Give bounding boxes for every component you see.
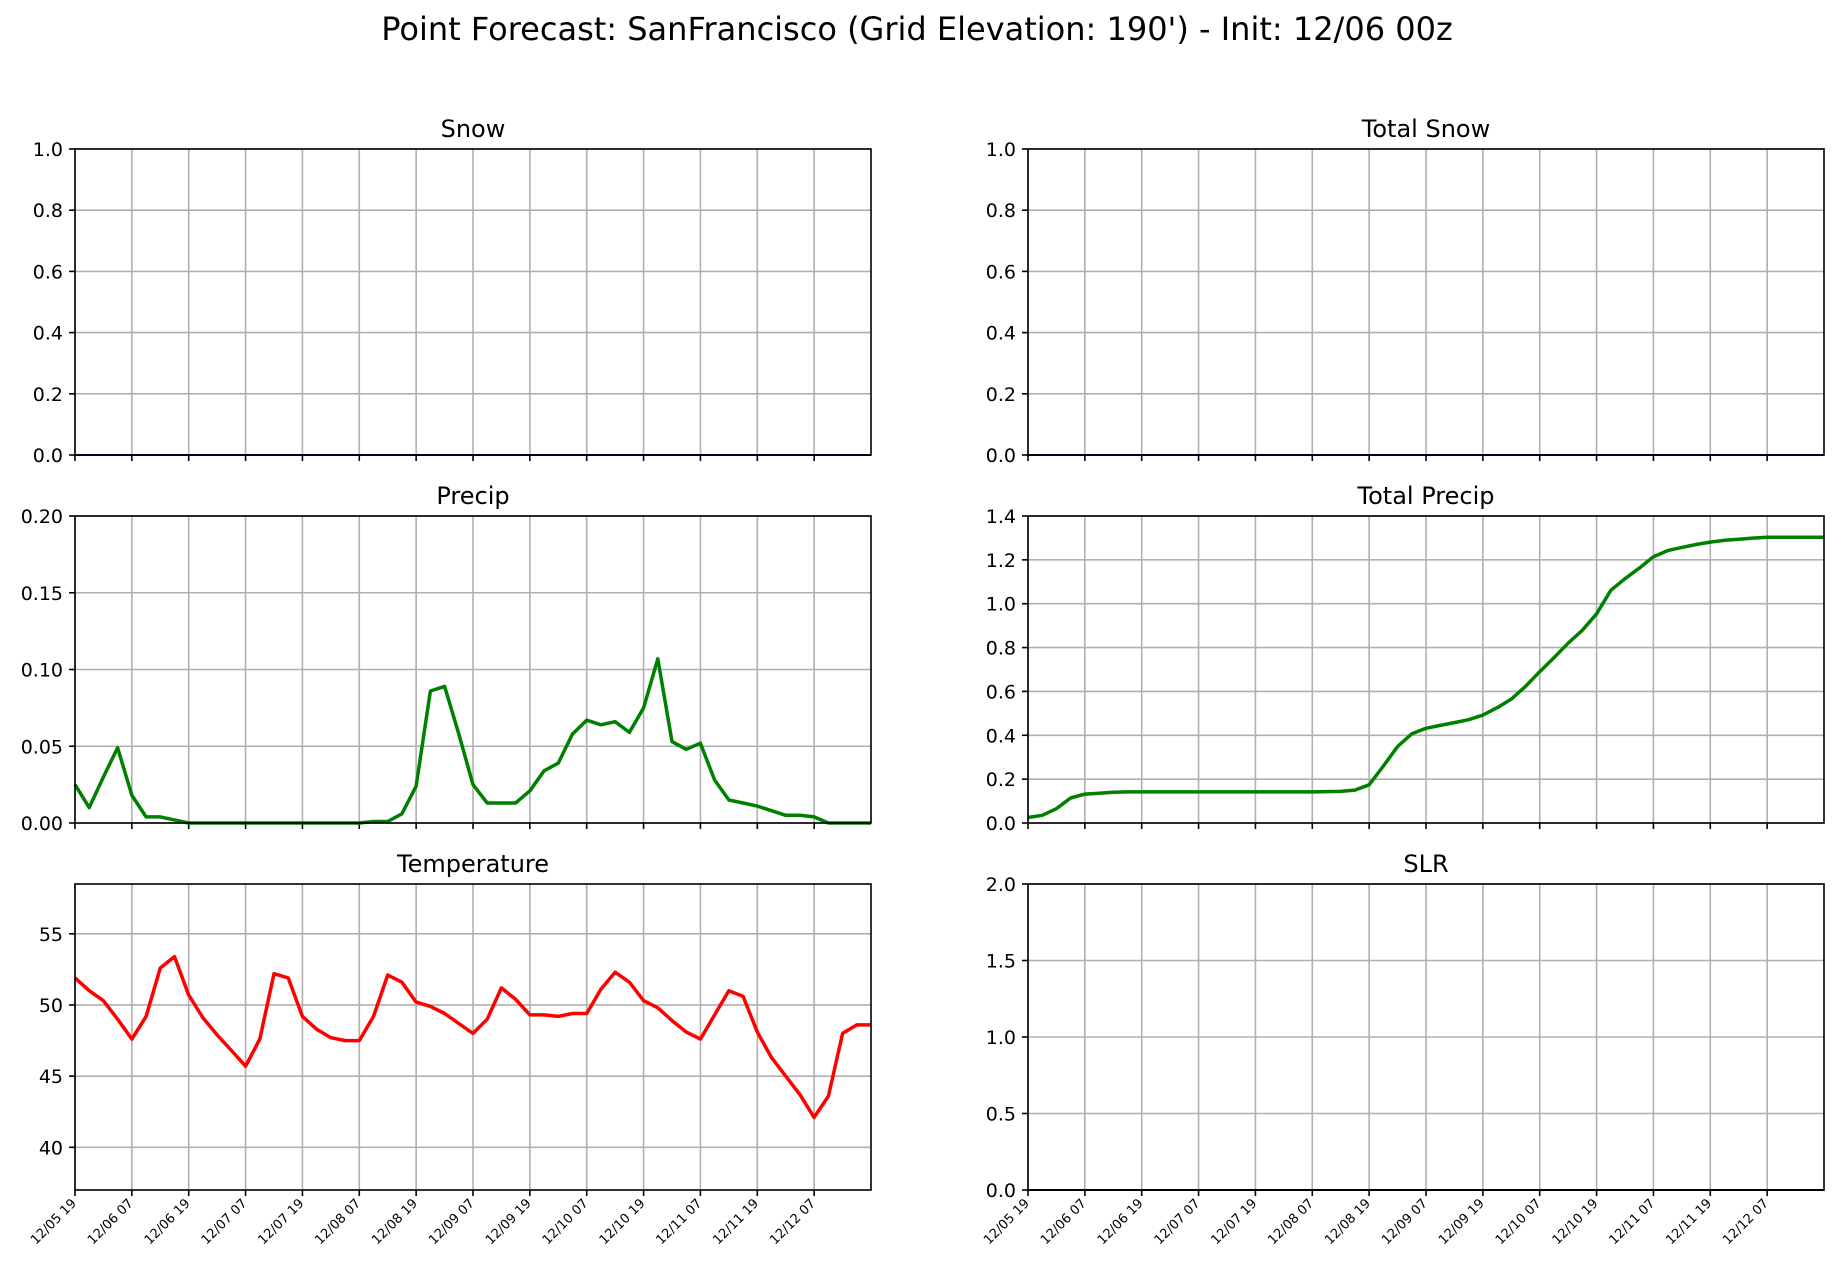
snow-ytick-label: 0.8	[33, 200, 63, 222]
temperature-xtick-label: 12/11 19	[710, 1196, 762, 1248]
slr-xtick-label: 12/11 07	[1607, 1196, 1659, 1248]
temperature-xtick-label: 12/09 07	[426, 1196, 478, 1248]
slr-ytick-label: 0.0	[986, 1180, 1016, 1202]
figure-suptitle: Point Forecast: SanFrancisco (Grid Eleva…	[381, 10, 1452, 48]
total-precip-series-line	[1027, 535, 1824, 820]
snow-ytick-label: 0.4	[33, 323, 63, 345]
temperature-xtick-label: 12/06 07	[85, 1196, 137, 1248]
temperature-xtick-label: 12/12 07	[767, 1196, 819, 1248]
precip-axes-frame	[74, 515, 872, 824]
slr-xtick-label: 12/06 07	[1038, 1196, 1090, 1248]
temperature-ytick-label: 55	[39, 924, 63, 946]
slr-ytick-label: 2.0	[986, 874, 1016, 896]
snow-axes-frame	[74, 148, 872, 456]
slr-xtick-label: 12/09 07	[1379, 1196, 1431, 1248]
total-precip-title: Total Precip	[1357, 482, 1495, 510]
snow-ytick-label: 0.2	[33, 384, 63, 406]
slr-xtick-label: 12/07 19	[1209, 1196, 1261, 1248]
total-snow-ytick-label: 0.4	[986, 323, 1016, 345]
temperature-xtick-label: 12/11 07	[654, 1196, 706, 1248]
temperature-ytick-label: 50	[39, 995, 63, 1017]
total-precip-ytick-label: 0.8	[986, 638, 1016, 660]
slr-axes-frame	[1027, 883, 1825, 1191]
total-precip-panel: 0.0 0.2 0.4 0.6 0.8 1.0 1.2 1.4 Total Precip	[986, 482, 1825, 835]
slr-xtick-label: 12/08 19	[1322, 1196, 1374, 1248]
slr-xtick-label: 12/09 19	[1436, 1196, 1488, 1248]
precip-ytick-label: 0.05	[21, 736, 63, 758]
slr-xtick-label: 12/10 19	[1550, 1196, 1602, 1248]
total-snow-ytick-label: 0.6	[986, 261, 1016, 283]
temperature-xtick-label: 12/10 19	[597, 1196, 649, 1248]
precip-ytick-label: 0.00	[21, 813, 63, 835]
total-precip-axes-frame	[1027, 515, 1825, 824]
total-precip-ytick-label: 0.2	[986, 769, 1016, 791]
precip-ytick-label: 0.15	[21, 583, 63, 605]
temperature-xtick-label: 12/05 19	[28, 1196, 80, 1248]
temperature-xtick-label: 12/08 19	[369, 1196, 421, 1248]
total-precip-ytick-label: 1.0	[986, 594, 1016, 616]
temperature-xtick-label: 12/10 07	[540, 1196, 592, 1248]
slr-title: SLR	[1403, 850, 1448, 878]
slr-xtick-label: 12/12 07	[1720, 1196, 1772, 1248]
precip-ytick-label: 0.10	[21, 660, 63, 682]
temperature-xtick-label: 12/07 07	[199, 1196, 251, 1248]
total-snow-axes-frame	[1027, 148, 1825, 456]
total-snow-ytick-label: 0.8	[986, 200, 1016, 222]
total-snow-panel: 0.0 0.2 0.4 0.6 0.8 1.0 Total Snow	[986, 115, 1825, 467]
slr-xtick-label: 12/07 07	[1152, 1196, 1204, 1248]
slr-xtick-label: 12/08 07	[1265, 1196, 1317, 1248]
slr-ytick-label: 1.5	[986, 951, 1016, 973]
temperature-xtick-label: 12/07 19	[256, 1196, 308, 1248]
temperature-panel: 40 45 50 55 Temperature 12/05 19 12/06 07 12/06…	[28, 850, 872, 1248]
total-precip-ytick-label: 0.0	[986, 813, 1016, 835]
slr-xtick-label: 12/11 19	[1663, 1196, 1715, 1248]
precip-panel: 0.00 0.05 0.10 0.15 0.20 Precip	[21, 482, 872, 835]
snow-title: Snow	[441, 115, 506, 143]
temperature-ytick-label: 40	[39, 1137, 63, 1159]
temperature-series-line	[73, 954, 871, 1120]
precip-ytick-label: 0.20	[21, 506, 63, 528]
slr-xtick-label: 12/10 07	[1493, 1196, 1545, 1248]
temperature-xtick-label: 12/08 07	[312, 1196, 364, 1248]
slr-ytick-label: 1.0	[986, 1027, 1016, 1049]
snow-ytick-label: 0.0	[33, 445, 63, 467]
snow-ytick-label: 1.0	[33, 139, 63, 161]
snow-panel: 0.0 0.2 0.4 0.6 0.8 1.0 Snow	[33, 115, 872, 467]
total-snow-ytick-label: 0.2	[986, 384, 1016, 406]
total-snow-ytick-label: 1.0	[986, 139, 1016, 161]
temperature-xtick-label: 12/06 19	[142, 1196, 194, 1248]
temperature-ytick-label: 45	[39, 1066, 63, 1088]
total-precip-ytick-label: 1.4	[986, 506, 1016, 528]
snow-ytick-label: 0.6	[33, 261, 63, 283]
total-snow-ytick-label: 0.0	[986, 445, 1016, 467]
total-precip-ytick-label: 0.6	[986, 681, 1016, 703]
slr-xtick-label: 12/05 19	[981, 1196, 1033, 1248]
temperature-title: Temperature	[396, 850, 549, 878]
slr-ytick-label: 0.5	[986, 1104, 1016, 1126]
precip-title: Precip	[436, 482, 509, 510]
total-snow-title: Total Snow	[1361, 115, 1490, 143]
slr-xtick-label: 12/06 19	[1095, 1196, 1147, 1248]
total-precip-ytick-label: 0.4	[986, 725, 1016, 747]
temperature-xtick-label: 12/09 19	[483, 1196, 535, 1248]
temperature-axes-frame	[74, 883, 872, 1191]
slr-panel: 0.0 0.5 1.0 1.5 2.0 SLR 12/05 19 12/06 07 12/06 …	[981, 850, 1825, 1248]
total-precip-ytick-label: 1.2	[986, 550, 1016, 572]
